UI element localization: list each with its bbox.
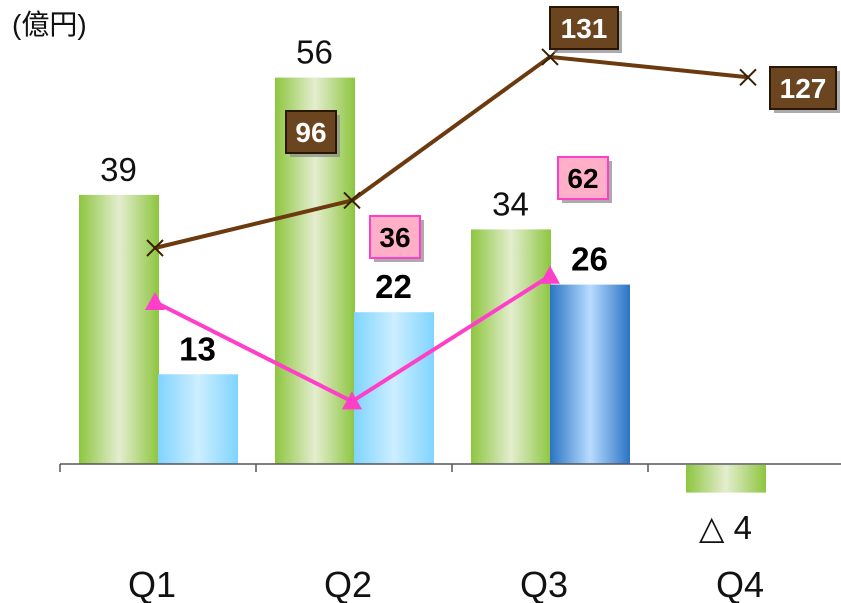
bar-series2-label-Q1: 13 [179, 330, 216, 367]
line-brown-label-Q3-text: 131 [561, 13, 608, 44]
line-pink-marker-Q1 [145, 292, 165, 310]
bar-series2-Q1 [158, 374, 238, 464]
line-brown-label-Q3-box [549, 6, 619, 50]
bar-series1-label-Q4: △ 4 [699, 509, 752, 546]
lines-layer [145, 48, 757, 410]
labels-layer: 39 56 34 △ 4 13 22 26 Q1 Q2 Q3 Q4 96 131 127 36 62 [100, 6, 840, 603]
bar-series2-label-Q2: 22 [375, 268, 412, 305]
bar-series1-label-Q2: 56 [296, 34, 333, 71]
line-brown-label-Q4-box [769, 66, 837, 110]
bar-series2-Q2 [354, 312, 434, 464]
line-brown-marker-Q4 [739, 68, 757, 87]
line-brown-marker-Q2 [343, 191, 361, 210]
line-brown-marker-Q1 [146, 239, 164, 257]
line-pink-label-Q2: 36 [369, 215, 424, 262]
x-tick-label-Q3: Q3 [520, 564, 568, 603]
bar-series1-label-Q3: 34 [492, 185, 529, 222]
line-brown-label-Q4: 127 [769, 66, 840, 113]
x-axis [59, 463, 841, 472]
bar-series1-Q1 [79, 194, 159, 464]
bar-series1-label-Q1: 39 [100, 151, 137, 188]
line-pink-marker-Q3 [540, 265, 560, 284]
bar-series2-Q3 [550, 284, 630, 464]
line-pink-label-Q3-text: 62 [567, 163, 598, 194]
line-brown-label-Q4-text: 127 [780, 73, 827, 104]
line-pink-label-Q2-box [369, 215, 421, 259]
bar-series2-label-Q3: 26 [571, 241, 608, 278]
unit-label: (億円) [12, 9, 87, 40]
line-pink-label-Q3-box [557, 156, 609, 200]
x-tick-label-Q4: Q4 [716, 564, 764, 603]
line-brown-label-Q2-text: 96 [295, 117, 326, 148]
x-tick-label-Q2: Q2 [324, 564, 372, 603]
line-series-brown [154, 54, 749, 250]
bar-series1-Q4 [686, 465, 766, 493]
line-pink-label-Q3: 62 [557, 156, 612, 203]
line-brown-label-Q3: 131 [549, 6, 622, 53]
line-brown-label-Q2-box [285, 110, 337, 154]
line-pink-label-Q2-text: 36 [379, 222, 410, 253]
line-brown-label-Q2: 96 [285, 110, 340, 157]
bars-layer [79, 77, 766, 493]
x-tick-label-Q1: Q1 [128, 564, 176, 603]
line-pink-marker-Q2 [342, 391, 362, 410]
bar-series1-Q3 [471, 229, 551, 464]
